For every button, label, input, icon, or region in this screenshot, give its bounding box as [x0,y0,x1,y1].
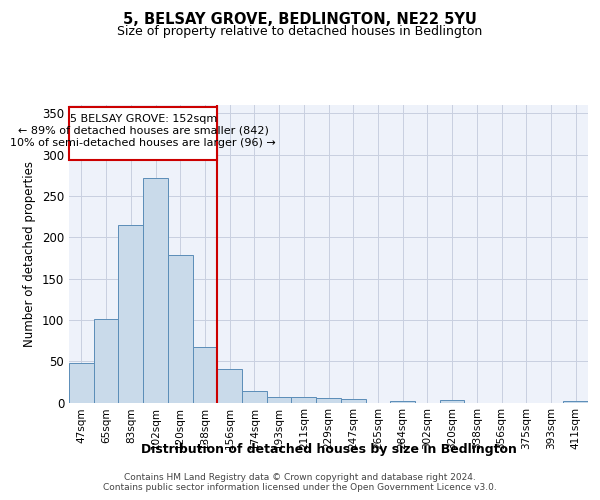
Text: 5 BELSAY GROVE: 152sqm: 5 BELSAY GROVE: 152sqm [70,114,217,124]
Text: 10% of semi-detached houses are larger (96) →: 10% of semi-detached houses are larger (… [10,138,276,148]
Bar [168,256,193,402]
Bar [563,401,588,402]
Bar [143,178,168,402]
Bar [69,363,94,403]
Text: Size of property relative to detached houses in Bedlington: Size of property relative to detached ho… [118,25,482,38]
Text: Distribution of detached houses by size in Bedlington: Distribution of detached houses by size … [141,442,517,456]
Bar [341,399,365,402]
Bar [316,398,341,402]
Bar [242,391,267,402]
Bar [267,396,292,402]
Bar [217,370,242,402]
Bar [292,396,316,402]
Bar [440,400,464,402]
Bar [69,108,217,160]
Text: Contains public sector information licensed under the Open Government Licence v3: Contains public sector information licen… [103,482,497,492]
Text: ← 89% of detached houses are smaller (842): ← 89% of detached houses are smaller (84… [18,126,269,136]
Text: Contains HM Land Registry data © Crown copyright and database right 2024.: Contains HM Land Registry data © Crown c… [124,472,476,482]
Y-axis label: Number of detached properties: Number of detached properties [23,161,37,347]
Text: 5, BELSAY GROVE, BEDLINGTON, NE22 5YU: 5, BELSAY GROVE, BEDLINGTON, NE22 5YU [123,12,477,28]
Bar [193,347,217,403]
Bar [94,319,118,402]
Bar [390,401,415,402]
Bar [118,225,143,402]
